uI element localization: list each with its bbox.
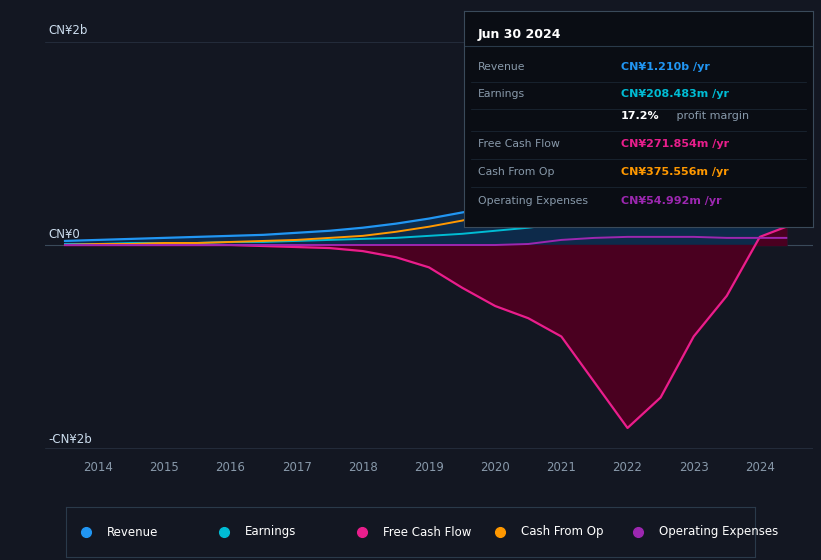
Text: 2019: 2019 (414, 461, 444, 474)
Text: CN¥54.992m /yr: CN¥54.992m /yr (621, 196, 722, 206)
Text: CN¥2b: CN¥2b (48, 24, 88, 36)
Text: CN¥0: CN¥0 (48, 228, 80, 241)
Text: 2014: 2014 (83, 461, 113, 474)
Text: Jun 30 2024: Jun 30 2024 (478, 29, 562, 41)
Text: Free Cash Flow: Free Cash Flow (383, 525, 471, 539)
Text: 2022: 2022 (612, 461, 643, 474)
Text: 17.2%: 17.2% (621, 111, 659, 121)
Text: 2017: 2017 (282, 461, 311, 474)
Text: Cash From Op: Cash From Op (478, 167, 554, 177)
Text: Free Cash Flow: Free Cash Flow (478, 139, 560, 149)
Text: Operating Expenses: Operating Expenses (658, 525, 778, 539)
Text: CN¥208.483m /yr: CN¥208.483m /yr (621, 89, 729, 99)
Text: 2018: 2018 (348, 461, 378, 474)
Text: -CN¥2b: -CN¥2b (48, 433, 92, 446)
Text: Operating Expenses: Operating Expenses (478, 196, 588, 206)
Text: 2016: 2016 (215, 461, 245, 474)
Text: Earnings: Earnings (245, 525, 296, 539)
Text: 2024: 2024 (745, 461, 775, 474)
Text: 2021: 2021 (547, 461, 576, 474)
Text: 2020: 2020 (480, 461, 510, 474)
Text: CN¥1.210b /yr: CN¥1.210b /yr (621, 62, 710, 72)
Text: Revenue: Revenue (478, 62, 525, 72)
Text: profit margin: profit margin (673, 111, 750, 121)
Text: 2023: 2023 (679, 461, 709, 474)
Text: Earnings: Earnings (478, 89, 525, 99)
Text: Revenue: Revenue (107, 525, 158, 539)
Text: CN¥375.556m /yr: CN¥375.556m /yr (621, 167, 728, 177)
Text: 2015: 2015 (149, 461, 179, 474)
Text: Cash From Op: Cash From Op (521, 525, 603, 539)
Text: CN¥271.854m /yr: CN¥271.854m /yr (621, 139, 729, 149)
